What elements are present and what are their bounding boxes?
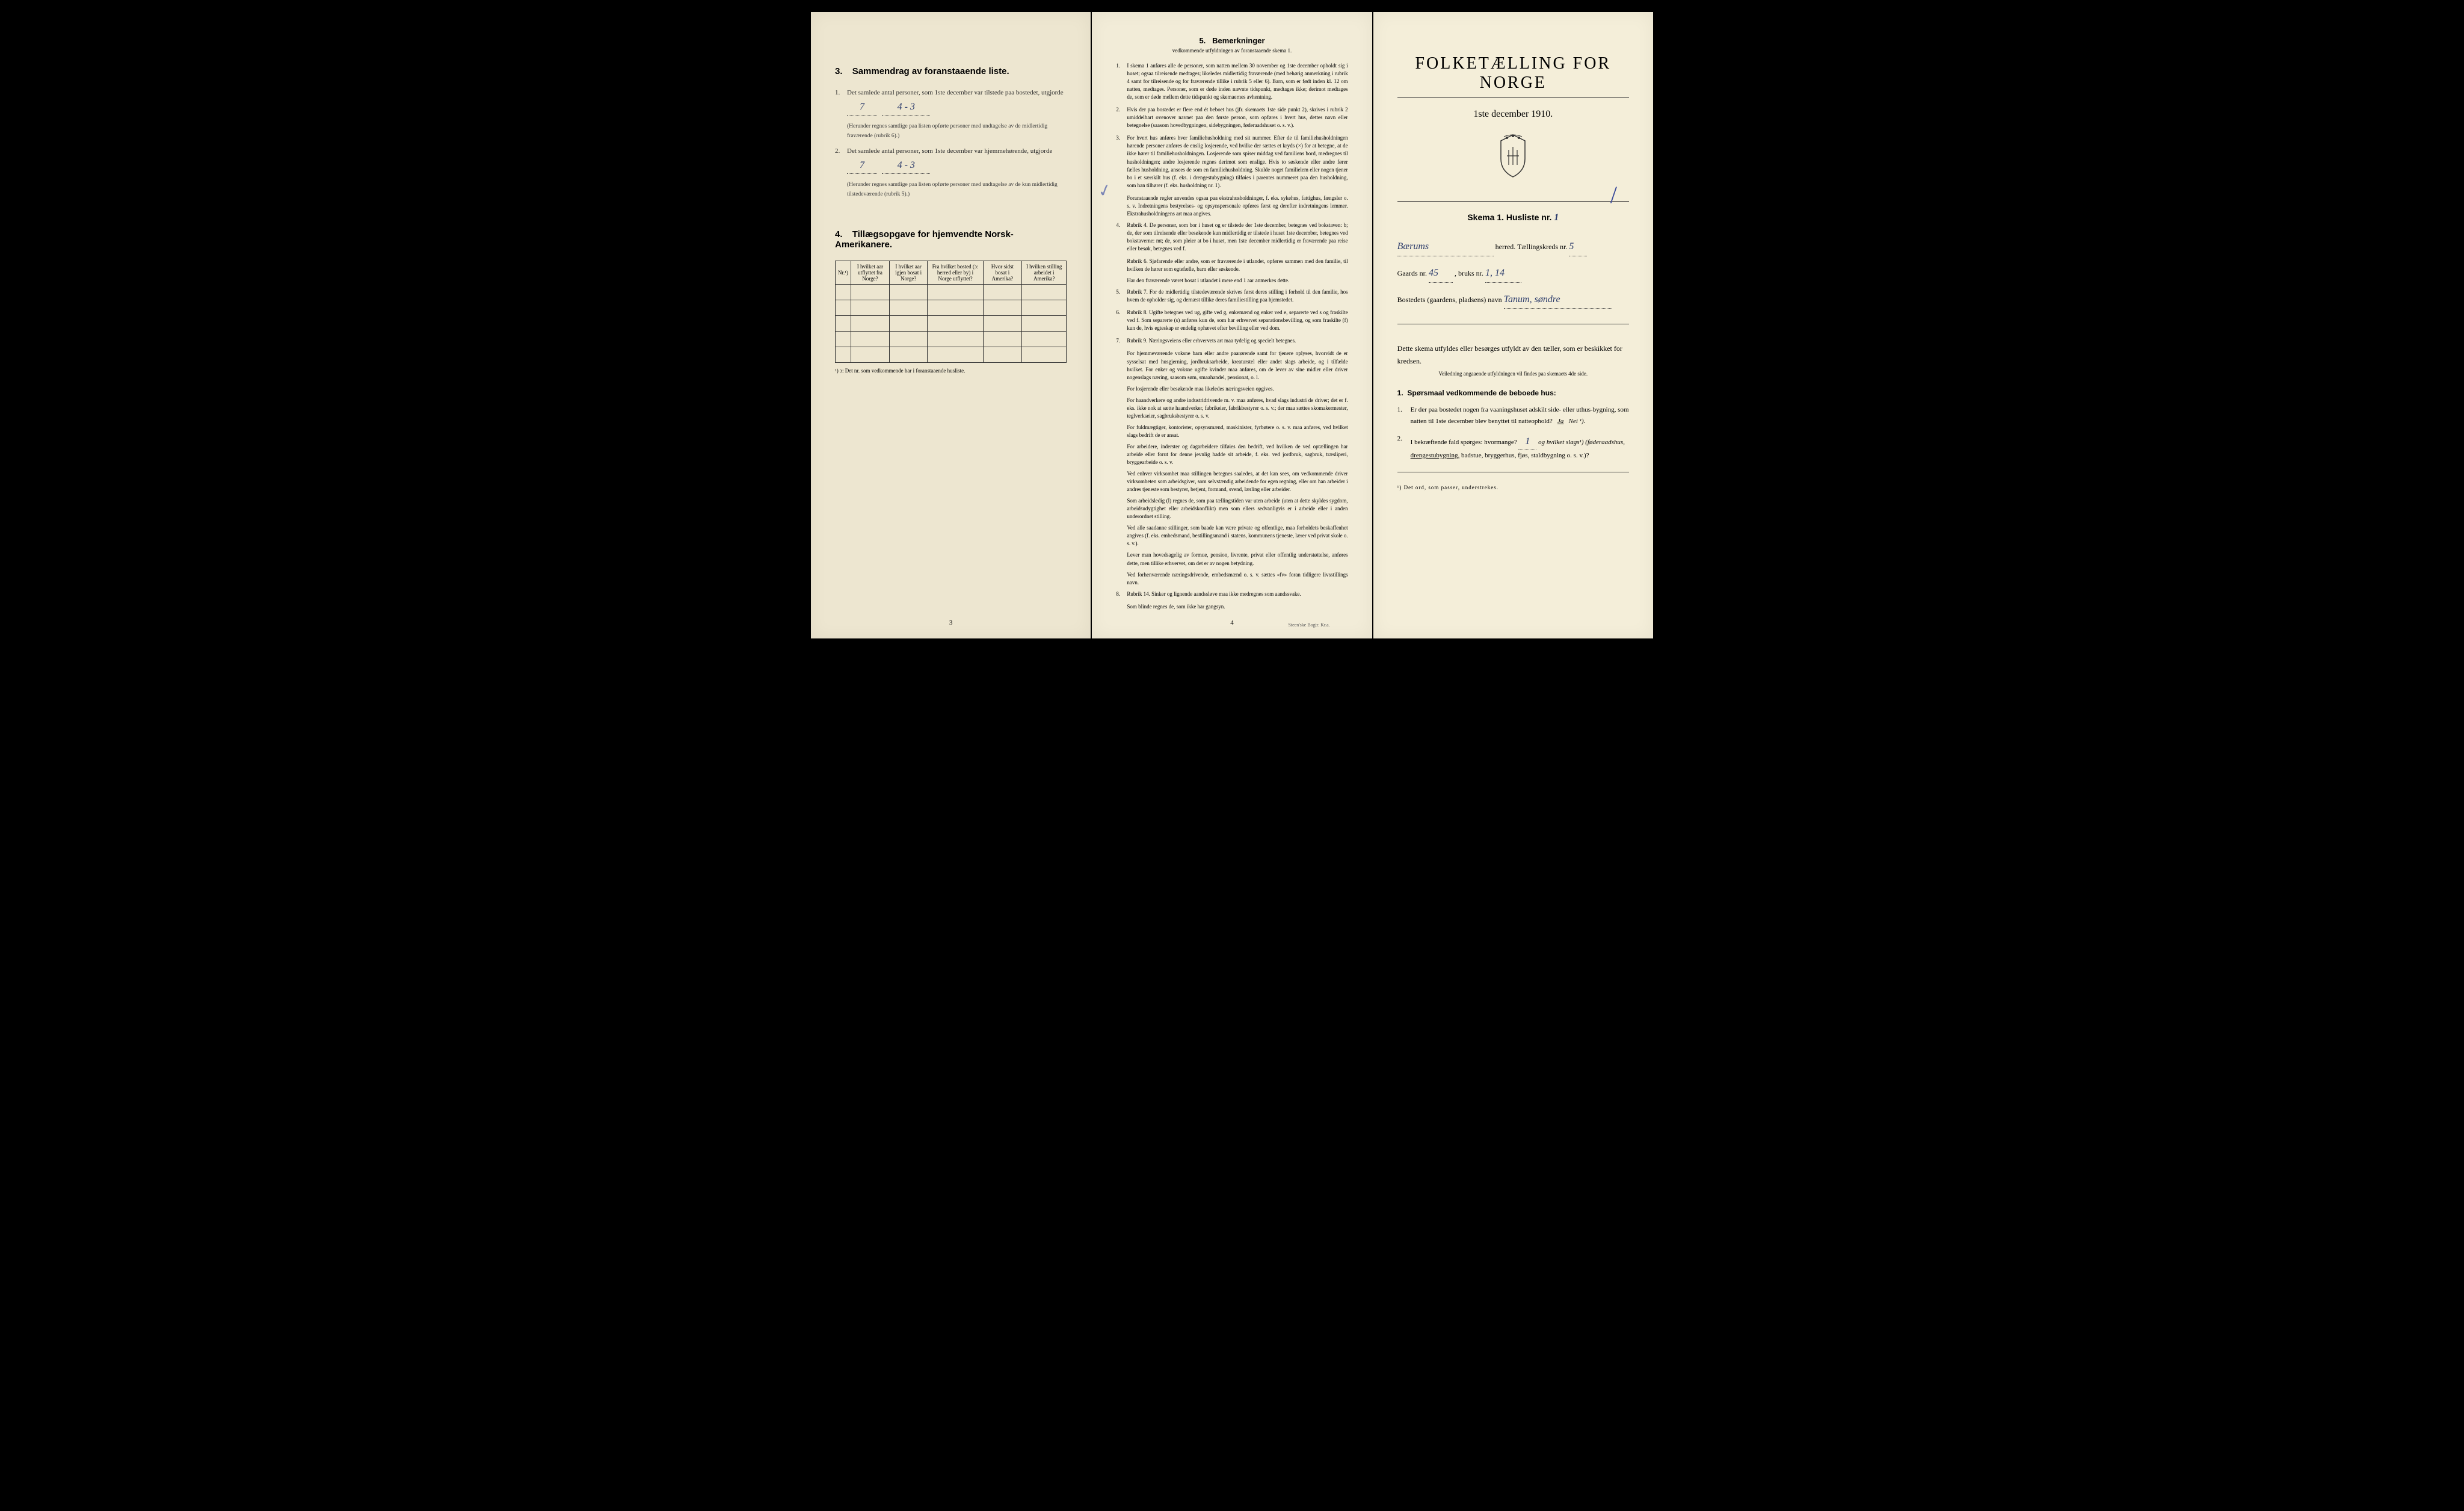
remark-para: Ved forhenværende næringsdrivende, embed… — [1127, 571, 1348, 587]
item-1-val2: 4 - 3 — [882, 99, 930, 116]
remark-item: 3.For hvert hus anføres hver familiehush… — [1116, 134, 1348, 189]
guidance-note: Veiledning angaaende utfyldningen vil fi… — [1397, 371, 1629, 377]
item-2-val1: 7 — [847, 157, 877, 174]
remark-para: For arbeidere, inderster og dagarbeidere… — [1127, 443, 1348, 466]
coat-of-arms — [1397, 132, 1629, 183]
bemerkninger-subtitle: vedkommende utfyldningen av foranstaaend… — [1116, 48, 1348, 54]
q2-value: 1 — [1518, 433, 1536, 450]
item-2: 2. Det samlede antal personer, som 1ste … — [835, 146, 1067, 174]
gaard-value: 45 — [1429, 265, 1453, 283]
page-number-4: 4 — [1230, 619, 1234, 626]
section-4-number: 4. — [835, 229, 843, 239]
amerika-table: Nr.¹) I hvilket aar utflyttet fra Norge?… — [835, 261, 1067, 363]
remark-para: Ved alle saadanne stillinger, som baade … — [1127, 524, 1348, 548]
page-middle: ✓ 5. Bemerkninger vedkommende utfyldning… — [1092, 12, 1372, 638]
col-bosted: Fra hvilket bosted (ɔ: herred eller by) … — [928, 261, 983, 285]
table-row — [836, 300, 1067, 316]
remark-item: 5.Rubrik 7. For de midlertidig tilstedev… — [1116, 288, 1348, 304]
table-row — [836, 285, 1067, 300]
remark-para: Rubrik 6. Sjøfarende eller andre, som er… — [1127, 258, 1348, 273]
table-row — [836, 332, 1067, 347]
remark-item: 7.Rubrik 9. Næringsveiens eller erhverve… — [1116, 337, 1348, 345]
item-1: 1. Det samlede antal personer, som 1ste … — [835, 87, 1067, 116]
item-1-num: 1. — [835, 87, 847, 116]
col-utflyttet: I hvilket aar utflyttet fra Norge? — [851, 261, 889, 285]
col-nr: Nr.¹) — [836, 261, 851, 285]
remark-para: Har den fraværende været bosat i utlande… — [1127, 277, 1348, 285]
item-2-num: 2. — [835, 146, 847, 174]
table-row — [836, 316, 1067, 332]
remark-item: 4.Rubrik 4. De personer, som bor i huset… — [1116, 221, 1348, 253]
page-right: / FOLKETÆLLING FOR NORGE 1ste december 1… — [1373, 12, 1653, 638]
remark-para: For fuldmægtiger, kontorister, opsynsmæn… — [1127, 424, 1348, 439]
item-1-text: Det samlede antal personer, som 1ste dec… — [847, 87, 1067, 116]
item-2-text: Det samlede antal personer, som 1ste dec… — [847, 146, 1067, 174]
section-4-heading: 4. Tillægsopgave for hjemvendte Norsk-Am… — [835, 229, 1067, 250]
remarks-list: 1.I skema 1 anføres alle de personer, so… — [1116, 62, 1348, 611]
remark-para: Ved enhver virksomhet maa stillingen bet… — [1127, 470, 1348, 493]
remark-item: 1.I skema 1 anføres alle de personer, so… — [1116, 62, 1348, 101]
bruk-value: 1, 14 — [1485, 265, 1521, 283]
skema-line: Skema 1. Husliste nr. 1 — [1397, 212, 1629, 223]
census-date: 1ste december 1910. — [1397, 109, 1629, 120]
question-1: 1. Er der paa bostedet nogen fra vaaning… — [1397, 404, 1629, 427]
stamp-mark: ✓ — [1095, 179, 1114, 203]
remark-item: 2.Hvis der paa bostedet er flere end ét … — [1116, 106, 1348, 129]
item-2-val2: 4 - 3 — [882, 157, 930, 174]
question-2: 2. I bekræftende fald spørges: hvormange… — [1397, 433, 1629, 462]
remark-para: For losjerende eller besøkende maa likel… — [1127, 385, 1348, 393]
footnote-understrekes: ¹) Det ord, som passer, understrekes. — [1397, 484, 1629, 490]
answer-ja: Ja — [1557, 418, 1563, 425]
remark-item: 8.Rubrik 14. Sinker og lignende aandsslø… — [1116, 590, 1348, 598]
title-rule — [1397, 97, 1629, 98]
section-3-title: Sammendrag av foranstaaende liste. — [852, 66, 1009, 76]
item-1-val1: 7 — [847, 99, 877, 116]
printer-credit: Steen'ske Bogtr. Kr.a. — [1288, 622, 1329, 628]
remark-para: Som arbeidsledig (l) regnes de, som paa … — [1127, 497, 1348, 521]
section-3-number: 3. — [835, 66, 843, 76]
remark-para: Lever man hovedsagelig av formue, pensio… — [1127, 551, 1348, 567]
kreds-value: 5 — [1569, 238, 1587, 256]
section-3-heading: 3. Sammendrag av foranstaaende liste. — [835, 66, 1067, 76]
page-number-3: 3 — [949, 619, 953, 626]
item-2-note: (Herunder regnes samtlige paa listen opf… — [847, 180, 1067, 199]
herred-line: Bærums herred. Tællingskreds nr. 5 — [1397, 238, 1629, 256]
remark-para: For haandverkere og andre industridriven… — [1127, 397, 1348, 420]
item-1-note: (Herunder regnes samtlige paa listen opf… — [847, 122, 1067, 141]
table-row — [836, 347, 1067, 363]
section-4-title: Tillægsopgave for hjemvendte Norsk-Ameri… — [835, 229, 1014, 250]
table-header-row: Nr.¹) I hvilket aar utflyttet fra Norge?… — [836, 261, 1067, 285]
table-footnote: ¹) ɔ: Det nr. som vedkommende har i fora… — [835, 368, 1067, 374]
col-stilling: I hvilken stilling arbeidet i Amerika? — [1022, 261, 1067, 285]
answer-nei: Nei ¹). — [1569, 418, 1586, 425]
col-amerika: Hvor sidst bosat i Amerika? — [983, 261, 1021, 285]
bemerkninger-heading: 5. Bemerkninger — [1116, 36, 1348, 45]
husliste-nr: 1 — [1554, 212, 1559, 223]
page-left: 3. Sammendrag av foranstaaende liste. 1.… — [811, 12, 1091, 638]
intro-text: Dette skema utfyldes eller besørges utfy… — [1397, 342, 1629, 367]
crest-icon — [1492, 132, 1534, 180]
remark-item: 6.Rubrik 8. Ugifte betegnes ved ug, gift… — [1116, 309, 1348, 332]
question-heading: 1. Spørsmaal vedkommende de beboede hus: — [1397, 389, 1629, 397]
remark-para: Som blinde regnes de, som ikke har gangs… — [1127, 603, 1348, 611]
remark-para: For hjemmeværende voksne barn eller andr… — [1127, 350, 1348, 381]
remark-para: Foranstaaende regler anvendes ogsaa paa … — [1127, 194, 1348, 218]
crest-rule — [1397, 201, 1629, 202]
bosted-line: Bostedets (gaardens, pladsens) navn Tanu… — [1397, 291, 1629, 309]
q2-selected: drengestubygning, — [1411, 452, 1460, 459]
herred-value: Bærums — [1397, 238, 1494, 256]
bosted-value: Tanum, søndre — [1504, 291, 1612, 309]
gaard-line: Gaards nr. 45 , bruks nr. 1, 14 — [1397, 265, 1629, 283]
main-title: FOLKETÆLLING FOR NORGE — [1397, 54, 1629, 93]
handwritten-slash: / — [1610, 181, 1617, 209]
col-bosat: I hvilket aar igjen bosat i Norge? — [889, 261, 927, 285]
